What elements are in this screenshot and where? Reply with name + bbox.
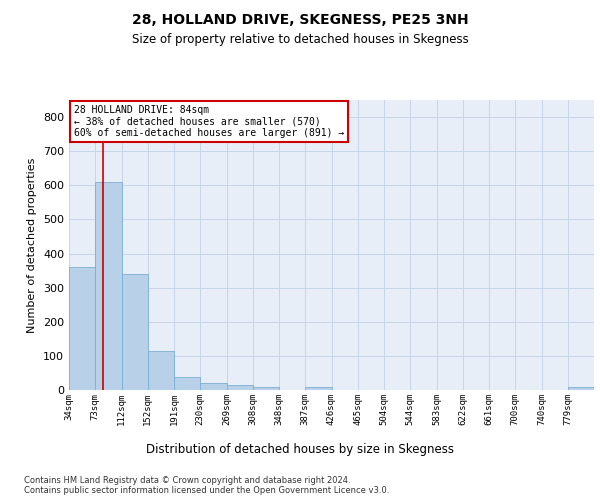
- Bar: [95, 182, 121, 390]
- Bar: [227, 385, 253, 390]
- Bar: [121, 274, 148, 390]
- Bar: [174, 377, 200, 390]
- Bar: [148, 352, 174, 390]
- Bar: [253, 386, 279, 390]
- Text: Contains HM Land Registry data © Crown copyright and database right 2024.
Contai: Contains HM Land Registry data © Crown c…: [24, 476, 389, 495]
- Bar: [568, 386, 594, 390]
- Text: Distribution of detached houses by size in Skegness: Distribution of detached houses by size …: [146, 442, 454, 456]
- Text: 28, HOLLAND DRIVE, SKEGNESS, PE25 3NH: 28, HOLLAND DRIVE, SKEGNESS, PE25 3NH: [131, 12, 469, 26]
- Bar: [69, 267, 95, 390]
- Bar: [200, 383, 227, 390]
- Text: Size of property relative to detached houses in Skegness: Size of property relative to detached ho…: [131, 32, 469, 46]
- Text: 28 HOLLAND DRIVE: 84sqm
← 38% of detached houses are smaller (570)
60% of semi-d: 28 HOLLAND DRIVE: 84sqm ← 38% of detache…: [74, 105, 344, 138]
- Y-axis label: Number of detached properties: Number of detached properties: [28, 158, 37, 332]
- Bar: [305, 386, 331, 390]
